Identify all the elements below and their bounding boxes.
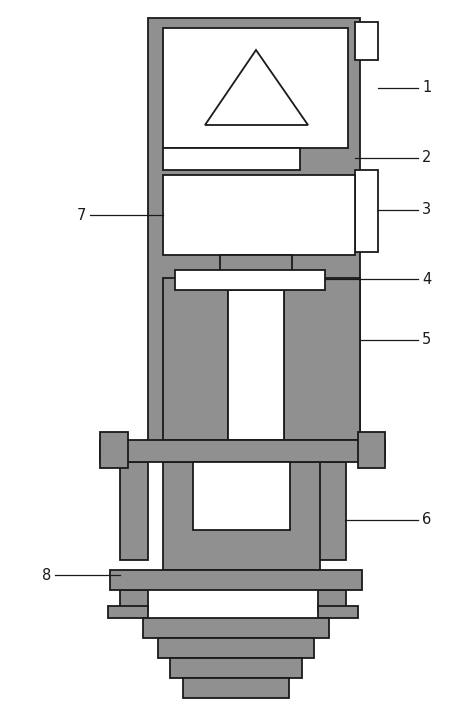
Text: 4: 4 <box>422 272 431 287</box>
Text: 2: 2 <box>422 151 431 166</box>
Text: 6: 6 <box>422 513 431 528</box>
Bar <box>318 462 346 560</box>
Bar <box>318 590 346 610</box>
Text: 5: 5 <box>422 332 431 348</box>
Text: 7: 7 <box>77 208 86 222</box>
Bar <box>148 18 360 445</box>
Bar <box>228 290 284 440</box>
Bar <box>158 638 314 658</box>
Bar <box>100 432 128 468</box>
Bar <box>100 440 385 462</box>
Bar <box>163 148 300 170</box>
Bar <box>355 170 378 252</box>
Bar <box>143 618 329 638</box>
Bar <box>163 175 355 255</box>
Bar <box>220 255 292 278</box>
Bar <box>163 28 348 148</box>
Bar <box>193 462 290 530</box>
Bar <box>284 278 360 440</box>
Bar <box>110 570 362 590</box>
Bar <box>108 606 148 618</box>
Bar <box>163 278 228 440</box>
Bar <box>318 606 358 618</box>
Bar <box>355 22 378 60</box>
Bar <box>358 432 385 468</box>
Bar <box>120 590 148 610</box>
Bar <box>183 678 289 698</box>
Bar <box>120 462 148 560</box>
Bar <box>170 658 302 678</box>
Bar <box>175 270 325 290</box>
Text: 8: 8 <box>42 568 51 583</box>
Text: 3: 3 <box>422 203 431 217</box>
Bar <box>163 462 320 570</box>
Text: 1: 1 <box>422 80 431 96</box>
